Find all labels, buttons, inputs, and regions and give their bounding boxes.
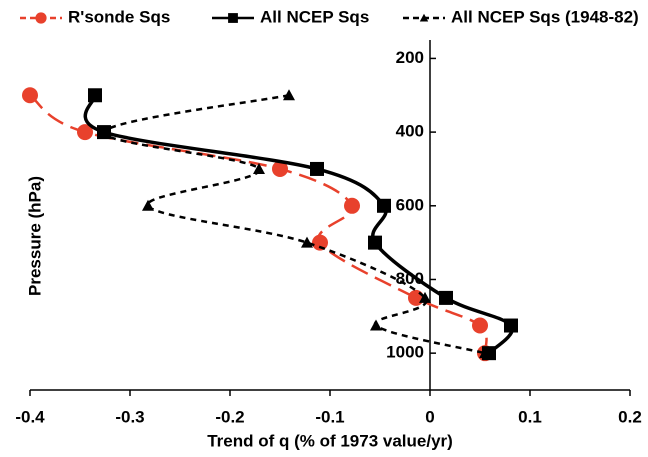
y-tick-label: 400 [396,122,424,141]
point [253,162,265,174]
point [88,88,102,103]
point [344,197,360,214]
point [504,318,518,333]
legend-label: All NCEP Sqs [260,7,369,26]
point [370,319,382,331]
x-tick-label: -0.4 [15,407,45,426]
y-tick-label: 600 [396,195,424,214]
point [312,234,328,251]
legend-label: All NCEP Sqs (1948-82) [451,7,639,26]
legend-label: R'sonde Sqs [68,7,170,26]
point [439,290,453,305]
legend-marker [35,12,47,24]
point [368,235,382,250]
legend-item: R'sonde Sqs [20,7,170,26]
x-tick-label: -0.2 [215,407,244,426]
point [301,236,313,248]
point [283,89,295,101]
x-tick-label: -0.3 [115,407,144,426]
point [377,198,391,213]
x-axis-label: Trend of q (% of 1973 value/yr) [207,431,453,450]
series-line [83,94,514,355]
point [408,289,424,306]
point [472,317,488,334]
x-tick-label: 0.2 [618,407,642,426]
point [479,347,491,359]
series-line [102,94,486,355]
y-tick-label: 1000 [386,343,424,362]
x-tick-label: 0 [425,407,434,426]
point [272,160,288,177]
x-tick-label: -0.1 [315,407,344,426]
legend-marker [419,13,429,22]
y-axis-label: Pressure (hPa) [25,176,44,296]
point [22,87,38,104]
point [419,291,431,303]
point [98,126,110,138]
point [77,124,93,141]
x-tick-label: 0.1 [518,407,542,426]
y-tick-label: 200 [396,48,424,67]
point [142,199,154,211]
legend-marker [228,13,238,23]
legend-item: All NCEP Sqs (1948-82) [403,7,639,26]
point [310,161,324,176]
legend-item: All NCEP Sqs [212,7,369,26]
